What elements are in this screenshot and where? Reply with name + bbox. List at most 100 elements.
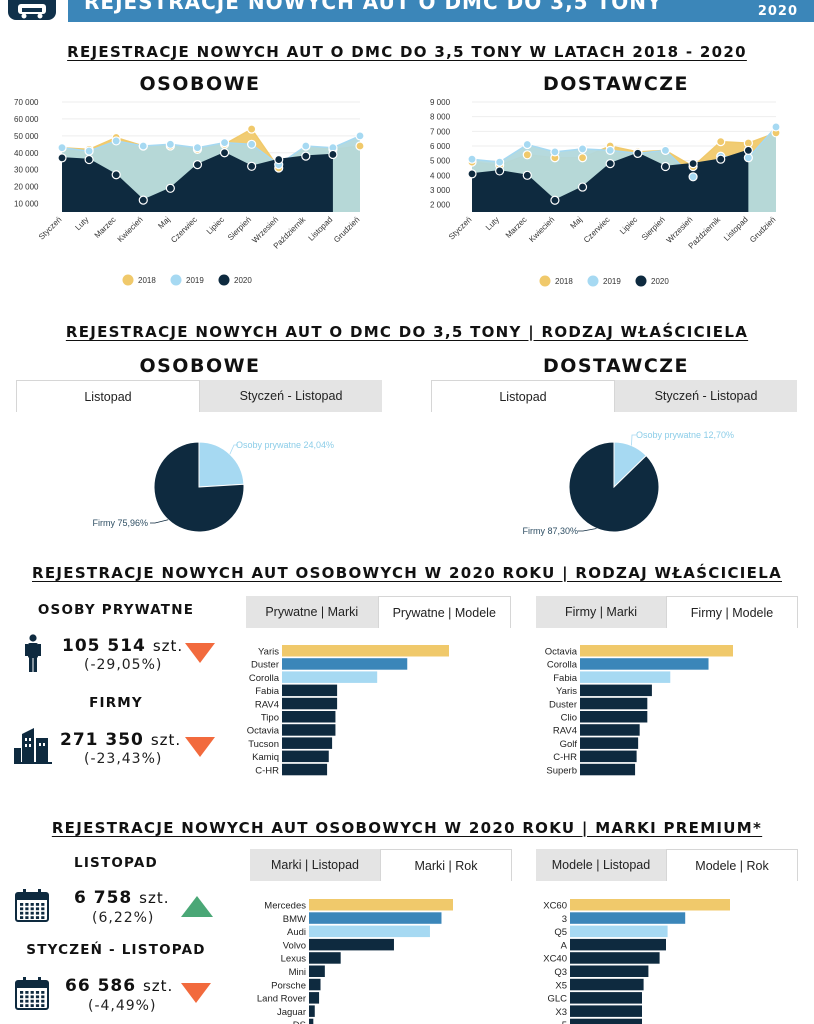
bar: [570, 965, 649, 977]
calendar-ring: [23, 889, 26, 896]
data-point-2018: [355, 141, 365, 151]
bar: [570, 912, 686, 924]
data-point-2020: [165, 183, 175, 193]
bar-label: Q5: [554, 927, 567, 938]
premium-brand-tabs: Marki | Listopad Marki | Rok: [250, 849, 512, 881]
data-point-2020: [577, 182, 588, 192]
data-point-2019: [550, 147, 560, 157]
tab-marki-listopad[interactable]: Marki | Listopad: [250, 849, 380, 881]
car-logo-icon: [8, 0, 56, 20]
pie-leader-line: [150, 519, 169, 524]
data-point-2020: [688, 158, 698, 169]
legend-label: 2019: [186, 276, 204, 285]
calendar-day: [25, 916, 29, 919]
tab-firmy-modele[interactable]: Firmy | Modele: [666, 596, 798, 628]
bar: [580, 671, 671, 683]
y-tick-label: 4 000: [430, 171, 451, 180]
bar: [282, 645, 449, 657]
bar-label: Land Rover: [257, 994, 306, 1005]
bar-label: Duster: [251, 660, 279, 671]
tab-marki-rok[interactable]: Marki | Rok: [380, 849, 512, 881]
calendar-day: [35, 911, 40, 915]
tab-osobowe-listopad[interactable]: Listopad: [16, 380, 200, 412]
data-point-2020: [522, 170, 532, 180]
pie-slice: [198, 441, 245, 488]
y-tick-label: 3 000: [430, 186, 451, 195]
data-point-2020: [328, 149, 338, 160]
x-tick-label: Listopad: [307, 215, 335, 243]
data-point-2019: [467, 154, 477, 164]
company-models-bar-chart: Octavia Corolla Fabia Yaris Duster Clio RAV4 Go…: [545, 645, 733, 776]
tab-prywatne-modele[interactable]: Prywatne | Modele: [377, 596, 511, 628]
tab-modele-rok[interactable]: Modele | Rok: [666, 849, 798, 881]
private-value: 105 514 szt.: [62, 636, 184, 656]
arrow-down-icon: [185, 643, 215, 668]
bar: [309, 952, 341, 964]
tab-dostawcze-styczen-listopad[interactable]: Styczeń - Listopad: [615, 380, 797, 412]
bar: [580, 658, 709, 670]
data-point-2020: [111, 170, 121, 180]
data-point-2020: [716, 154, 726, 164]
data-point-2019: [771, 122, 781, 132]
bar: [580, 711, 648, 723]
calendar-ring: [23, 977, 26, 984]
data-point-2020: [247, 161, 257, 171]
y-tick-label: 6 000: [430, 142, 451, 151]
calendar-day: [41, 907, 45, 911]
ytd-value: 66 586 szt.: [65, 976, 174, 996]
legend-marker-2018: [539, 275, 551, 287]
calendar-day: [30, 995, 34, 999]
calendar-day: [30, 907, 34, 911]
y-tick-label: 8 000: [430, 113, 451, 122]
calendar-day: [30, 903, 34, 906]
tab-dostawcze-listopad[interactable]: Listopad: [431, 380, 615, 412]
company-bar-tabs: Firmy | Marki Firmy | Modele: [536, 596, 798, 628]
private-bar-tabs: Prywatne | Marki Prywatne | Modele: [246, 596, 511, 628]
bar: [580, 684, 652, 697]
osobowe-pie-chart: Osoby prywatne 24,04% Firmy 75,96%: [92, 440, 334, 533]
data-point-2019: [57, 143, 67, 153]
year-label: 2020: [757, 4, 798, 19]
calendar-day: [41, 911, 45, 915]
tab-firmy-marki[interactable]: Firmy | Marki: [536, 596, 666, 628]
x-tick-label: Kwiecień: [527, 215, 556, 244]
bar-label: RAV4: [553, 726, 577, 737]
data-point-2019: [660, 145, 671, 156]
arrow-up-icon: [181, 896, 213, 922]
nov-label: LISTOPAD: [74, 855, 158, 871]
y-tick-label: 60 000: [14, 115, 39, 124]
calendar-header: [16, 981, 48, 988]
bar-label: DS: [293, 1020, 306, 1024]
tab-modele-listopad[interactable]: Modele | Listopad: [536, 849, 666, 881]
legend-marker-2018: [122, 274, 134, 286]
x-tick-label: Marzec: [504, 215, 529, 240]
x-tick-label: Listopad: [722, 215, 750, 243]
tab-prywatne-marki[interactable]: Prywatne | Marki: [246, 596, 378, 628]
osobowe-pie-title: OSOBOWE: [139, 355, 261, 377]
section2-title: REJESTRACJE NOWYCH AUT O DMC DO 3,5 TONY…: [65, 323, 749, 341]
data-point-2019: [192, 143, 203, 153]
bar: [570, 899, 730, 911]
bar-label: C-HR: [553, 752, 577, 763]
calendar-day: [25, 903, 29, 906]
bar-label: Kamiq: [252, 752, 279, 763]
bar: [282, 671, 378, 683]
bar: [570, 992, 642, 1004]
tab-osobowe-styczen-listopad[interactable]: Styczeń - Listopad: [200, 380, 382, 412]
calendar-day: [20, 916, 24, 919]
x-tick-label: Lipiec: [618, 215, 639, 236]
x-tick-label: Czerwiec: [169, 215, 199, 245]
y-tick-label: 9 000: [430, 98, 451, 107]
bar: [309, 938, 394, 951]
data-point-2019: [605, 145, 615, 156]
data-point-2018: [247, 124, 257, 134]
company-value: 271 350 szt.: [60, 730, 182, 750]
calendar-day: [35, 1004, 40, 1007]
calendar-day: [25, 991, 29, 994]
data-point-2019: [522, 139, 532, 150]
series-area-2020: [62, 152, 333, 212]
bar-label: Clio: [561, 713, 577, 724]
bar-label: Corolla: [547, 660, 578, 671]
bar: [309, 1018, 314, 1024]
bar-label: Audi: [287, 927, 306, 938]
